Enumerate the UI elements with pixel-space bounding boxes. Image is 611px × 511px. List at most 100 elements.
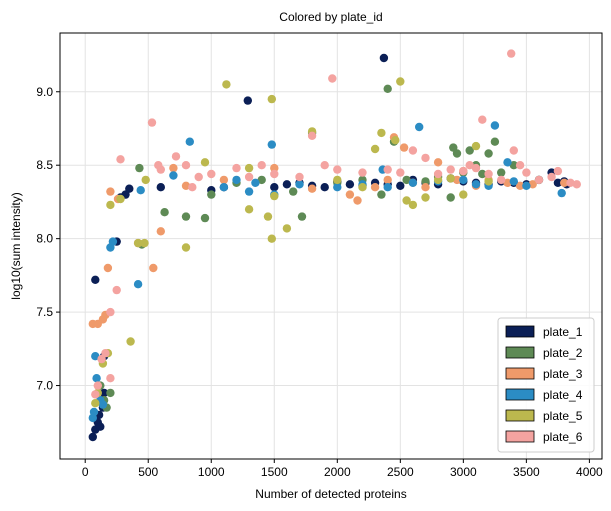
data-point (433, 175, 443, 185)
data-point (91, 352, 100, 361)
x-axis-title: Number of detected proteins (255, 487, 406, 501)
data-point (345, 190, 355, 199)
data-point (91, 399, 100, 408)
data-point (156, 227, 165, 236)
data-point (125, 184, 134, 193)
data-point (446, 165, 455, 174)
x-tick-label: 2000 (324, 465, 351, 479)
data-point (103, 263, 113, 273)
data-point (345, 180, 355, 189)
data-point (490, 137, 500, 146)
data-point (267, 140, 276, 149)
data-point (396, 181, 405, 190)
x-tick-label: 1000 (198, 465, 225, 479)
data-point (528, 180, 537, 189)
data-point (515, 181, 525, 190)
data-point (257, 175, 266, 185)
x-tick-label: 3000 (450, 465, 477, 479)
data-point (136, 186, 145, 195)
data-point (415, 122, 424, 132)
data-point (328, 74, 337, 83)
legend-swatch (505, 388, 535, 401)
y-axis-title: log10(sum intensity) (9, 192, 23, 299)
data-point (181, 243, 191, 252)
data-point (566, 178, 575, 187)
data-point (383, 183, 392, 192)
data-point (320, 161, 329, 170)
data-point (169, 163, 178, 173)
y-tick-label: 9.0 (36, 85, 53, 99)
data-point (503, 178, 512, 187)
y-tick-label: 7.0 (36, 379, 53, 393)
data-point (391, 136, 400, 145)
x-tick-label: 500 (138, 465, 158, 479)
x-tick-label: 2500 (387, 465, 414, 479)
data-point (93, 381, 103, 390)
data-point (181, 161, 191, 170)
chart-title: Colored by plate_id (279, 10, 382, 24)
data-point (509, 146, 518, 155)
data-point (282, 224, 292, 233)
data-point (297, 212, 307, 221)
data-point (96, 422, 105, 431)
data-point (92, 374, 101, 383)
data-point (459, 175, 468, 185)
data-point (459, 166, 468, 176)
x-tick-label: 4000 (576, 465, 603, 479)
data-point (370, 183, 380, 192)
data-point (490, 121, 500, 130)
data-point (270, 163, 279, 173)
data-point (270, 191, 279, 201)
data-point (379, 53, 389, 63)
data-point (243, 96, 252, 105)
data-point (421, 177, 430, 186)
data-point (503, 158, 512, 167)
data-point (471, 163, 481, 173)
data-point (465, 146, 474, 155)
data-point (522, 181, 531, 190)
data-point (185, 137, 194, 146)
data-point (408, 200, 418, 210)
series-plate_6 (91, 49, 581, 399)
data-point (478, 169, 487, 179)
data-point (497, 175, 506, 185)
series-plate_2 (96, 84, 544, 412)
data-point (88, 432, 98, 442)
legend-swatch (505, 346, 535, 359)
data-point (106, 187, 115, 196)
data-point (307, 131, 317, 140)
data-point (263, 212, 273, 221)
data-point (333, 165, 342, 174)
data-point (133, 238, 143, 248)
legend-label: plate_6 (543, 430, 583, 444)
points-layer (88, 49, 581, 442)
data-point (219, 183, 229, 192)
data-point (320, 183, 329, 192)
data-point (452, 175, 462, 185)
data-point (257, 161, 266, 170)
data-point (333, 175, 342, 185)
data-point (207, 169, 216, 179)
data-point (267, 94, 276, 104)
x-tick-label: 1500 (261, 465, 288, 479)
data-point (133, 280, 143, 289)
data-point (484, 149, 493, 158)
data-point (200, 213, 210, 223)
y-tick-label: 8.5 (36, 158, 53, 172)
data-point (446, 174, 455, 183)
data-point (194, 172, 203, 182)
legend-label: plate_5 (543, 409, 583, 423)
data-point (91, 390, 100, 399)
data-point (219, 175, 229, 185)
y-tick-label: 7.5 (36, 305, 53, 319)
legend: plate_1 plate_2 plate_3 plate_4 plate_5plate… (497, 317, 595, 453)
data-point (383, 84, 392, 94)
data-point (421, 193, 430, 202)
data-point (116, 194, 125, 204)
ticks-layer: 0 500 1000 1500 2000 2500 3000 3500 4000 7.0 7.5 8.… (36, 85, 603, 479)
data-point (295, 180, 304, 189)
data-point (553, 166, 563, 176)
data-point (421, 183, 430, 192)
legend-swatch (505, 325, 535, 338)
